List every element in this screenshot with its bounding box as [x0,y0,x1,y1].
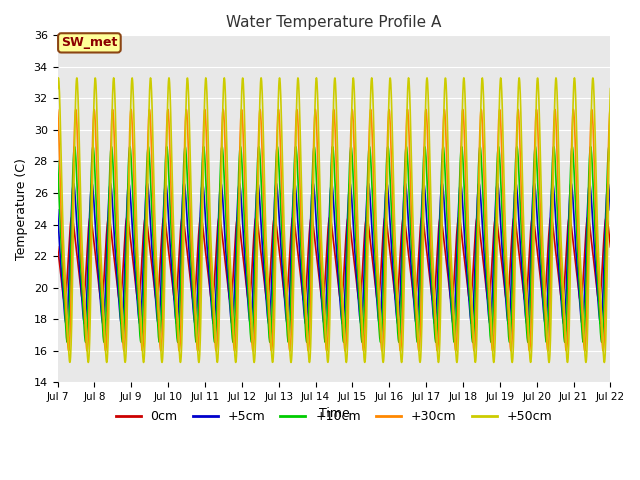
+5cm [323,280,331,286]
0cm [363,214,371,220]
+30cm [308,224,316,229]
+50cm [591,114,598,120]
+30cm [54,107,61,113]
Line: +50cm: +50cm [58,78,611,362]
Legend: 0cm, +5cm, +10cm, +30cm, +50cm: 0cm, +5cm, +10cm, +30cm, +50cm [111,405,557,428]
+5cm [309,180,317,186]
0cm [323,254,330,260]
+30cm [591,187,599,193]
0cm [591,269,599,275]
+50cm [607,86,614,92]
0cm [308,215,316,220]
Line: +5cm: +5cm [58,183,611,324]
+10cm [490,309,497,315]
+30cm [607,107,614,113]
Y-axis label: Temperature (C): Temperature (C) [15,158,28,260]
+30cm [591,177,598,183]
+5cm [54,207,61,213]
+30cm [323,348,330,354]
+10cm [607,158,614,164]
+30cm [82,335,90,340]
0cm [490,233,497,239]
Line: +30cm: +30cm [58,109,611,351]
0cm [607,244,614,250]
+10cm [82,339,90,345]
+50cm [54,86,61,92]
+50cm [110,75,118,81]
+50cm [323,351,331,357]
+10cm [308,194,316,200]
+5cm [591,252,598,258]
+5cm [607,207,614,213]
+5cm [490,261,497,267]
+10cm [323,331,330,336]
Text: SW_met: SW_met [61,36,118,49]
+30cm [490,345,497,351]
+30cm [286,348,294,354]
0cm [54,244,61,250]
Title: Water Temperature Profile A: Water Temperature Profile A [227,15,442,30]
+10cm [591,228,599,233]
Line: +10cm: +10cm [58,146,611,342]
+50cm [490,359,497,364]
+10cm [591,221,598,227]
0cm [484,299,492,304]
+10cm [579,339,587,345]
0cm [82,273,90,279]
+50cm [308,267,316,273]
+10cm [403,144,410,149]
+10cm [54,158,61,164]
+50cm [591,125,599,131]
+50cm [82,317,90,323]
Line: 0cm: 0cm [58,217,611,301]
+5cm [308,188,316,193]
+5cm [82,313,90,319]
+50cm [195,360,203,365]
+5cm [265,321,273,326]
+5cm [591,256,599,262]
X-axis label: Time: Time [319,408,349,420]
0cm [591,266,598,272]
+30cm [514,107,522,112]
